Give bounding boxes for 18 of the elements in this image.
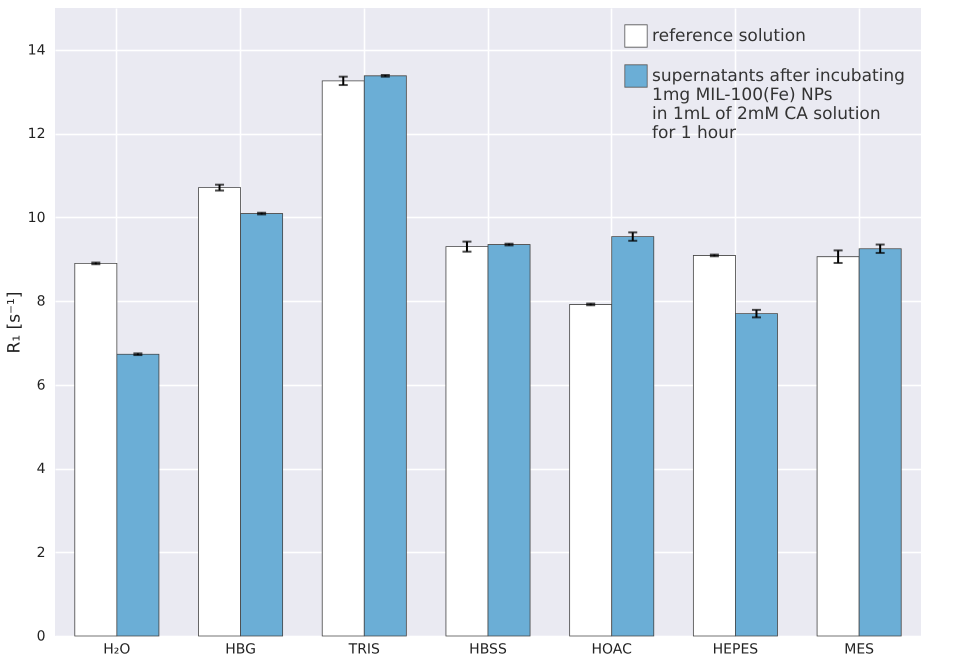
legend-label: reference solution — [652, 26, 806, 46]
x-tick-label: HBG — [225, 642, 256, 658]
y-tick-label: 10 — [28, 210, 46, 226]
x-tick-label: TRIS — [348, 642, 380, 658]
y-tick-label: 12 — [28, 126, 46, 142]
y-tick-label: 4 — [36, 461, 46, 478]
x-tick-label: MES — [844, 642, 874, 658]
legend-label: supernatants after incubating 1mg MIL-100(Fe) NPs in 1mL of 2mM CA solution for 1 hour — [652, 66, 905, 143]
y-tick-label: 2 — [36, 544, 46, 561]
y-tick-label: 14 — [28, 42, 46, 58]
x-tick-label: HOAC — [592, 642, 632, 658]
y-axis-title: R₁ [s⁻¹] — [4, 292, 25, 354]
x-tick-label: HEPES — [712, 642, 758, 658]
y-tick-label: 0 — [36, 628, 46, 644]
y-tick-label: 6 — [36, 377, 46, 394]
x-tick-label: H₂O — [103, 642, 130, 658]
y-tick-label: 8 — [36, 294, 46, 310]
x-tick-label: HBSS — [469, 642, 507, 658]
